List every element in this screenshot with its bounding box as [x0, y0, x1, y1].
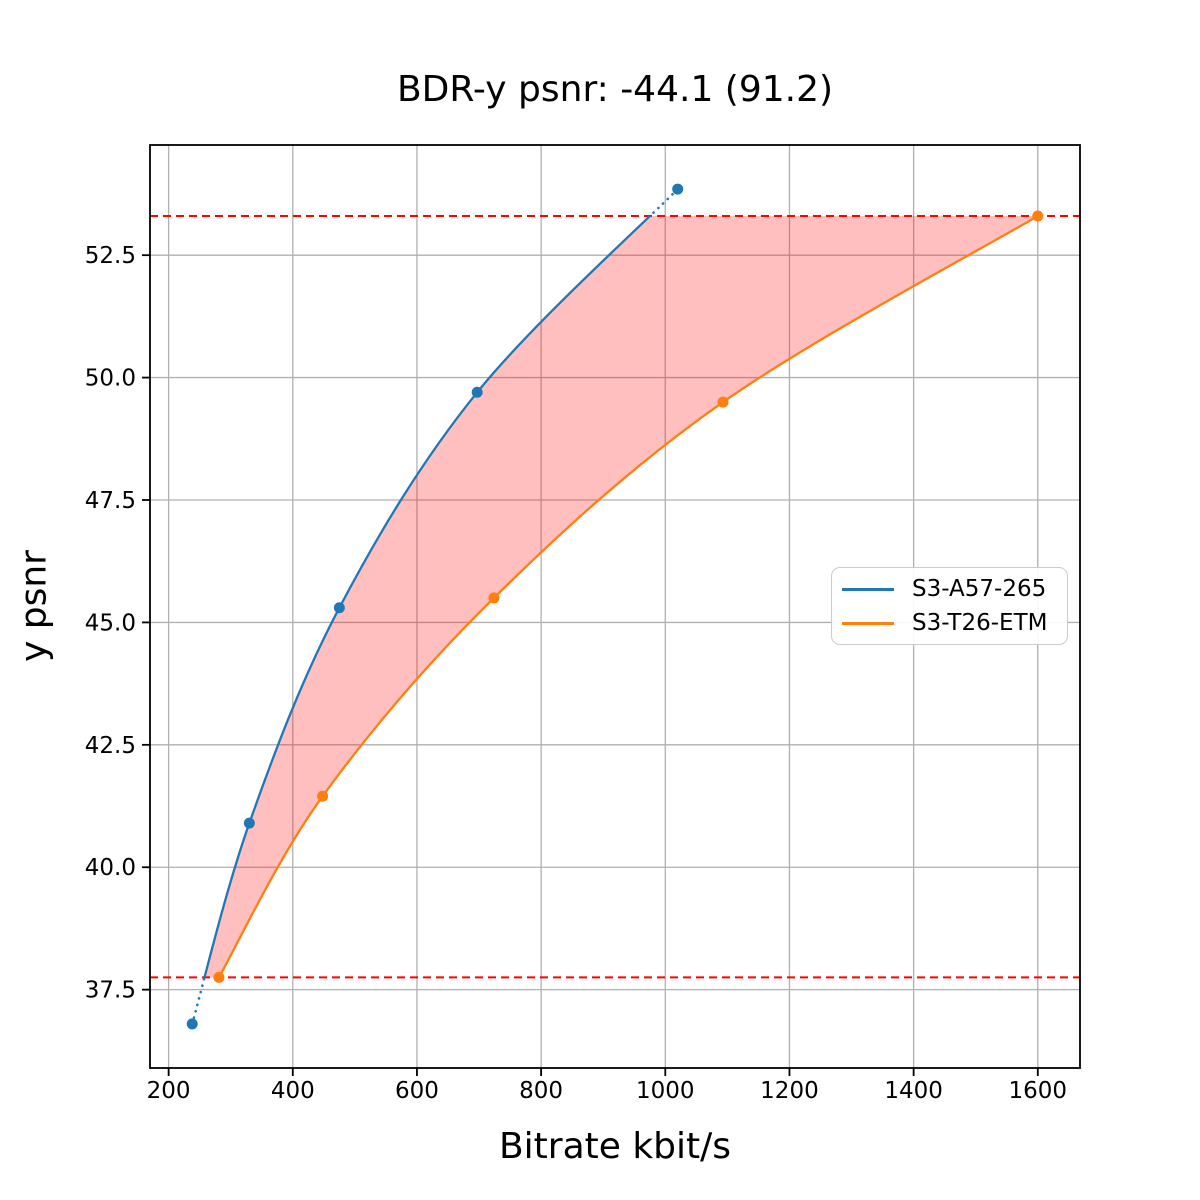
- tick-marks: [142, 254, 1039, 1076]
- y-tick-label: 50.0: [85, 366, 136, 392]
- y-tick-label: 45.0: [85, 610, 136, 636]
- x-tick-label: 1600: [1009, 1078, 1068, 1104]
- legend-entry: S3-T26-ETM: [842, 610, 1057, 636]
- data-point-marker: [213, 971, 225, 983]
- x-tick-label: 1000: [636, 1078, 695, 1104]
- y-tick-label: 47.5: [85, 488, 136, 514]
- data-point-marker: [488, 592, 500, 604]
- data-point-marker: [317, 790, 329, 802]
- y-tick-label: 42.5: [85, 733, 136, 759]
- y-axis-label: y psnr: [13, 550, 55, 662]
- axes-spines: [149, 144, 1081, 1069]
- data-point-marker: [243, 817, 255, 829]
- data-point-marker: [471, 386, 483, 398]
- x-axis-label: Bitrate kbit/s: [498, 1126, 732, 1167]
- y-tick-label: 40.0: [85, 855, 136, 881]
- series-line-s3-a57-265: [203, 216, 652, 978]
- y-tick-labels: 37.5 40.0 42.5 45.0 47.5 50.0 52.5: [85, 243, 136, 1003]
- chart-title: BDR-y psnr: -44.1 (91.2): [396, 69, 834, 110]
- x-tick-label: 1200: [760, 1078, 819, 1104]
- data-point-marker: [672, 183, 684, 195]
- data-point-marker: [717, 396, 729, 408]
- data-point-markers: [186, 183, 1044, 1030]
- data-point-marker: [1032, 210, 1044, 222]
- legend-label: S3-A57-265: [912, 576, 1047, 602]
- grid-lines: [150, 145, 1080, 1068]
- data-point-marker: [333, 602, 345, 614]
- data-point-marker: [186, 1018, 198, 1030]
- x-tick-label: 600: [395, 1078, 439, 1104]
- x-tick-label: 800: [519, 1078, 563, 1104]
- y-tick-label: 37.5: [85, 978, 136, 1004]
- y-tick-label: 52.5: [85, 243, 136, 269]
- x-tick-label: 400: [271, 1078, 315, 1104]
- x-tick-label: 1400: [884, 1078, 943, 1104]
- legend-label: S3-T26-ETM: [912, 610, 1048, 636]
- series-line-s3-t26-etm: [217, 215, 1039, 978]
- bd-rate-fill-region: [204, 216, 1038, 978]
- integration-bound-lines: [150, 215, 1080, 979]
- legend-line-sample-orange: [842, 621, 894, 625]
- x-tick-label: 200: [147, 1078, 191, 1104]
- x-tick-labels: 200 400 600 800 1000 1200 1400 1600: [147, 1078, 1067, 1104]
- legend-line-sample-blue: [842, 587, 894, 591]
- legend: S3-A57-265 S3-T26-ETM: [831, 567, 1068, 645]
- legend-entry: S3-A57-265: [842, 576, 1057, 602]
